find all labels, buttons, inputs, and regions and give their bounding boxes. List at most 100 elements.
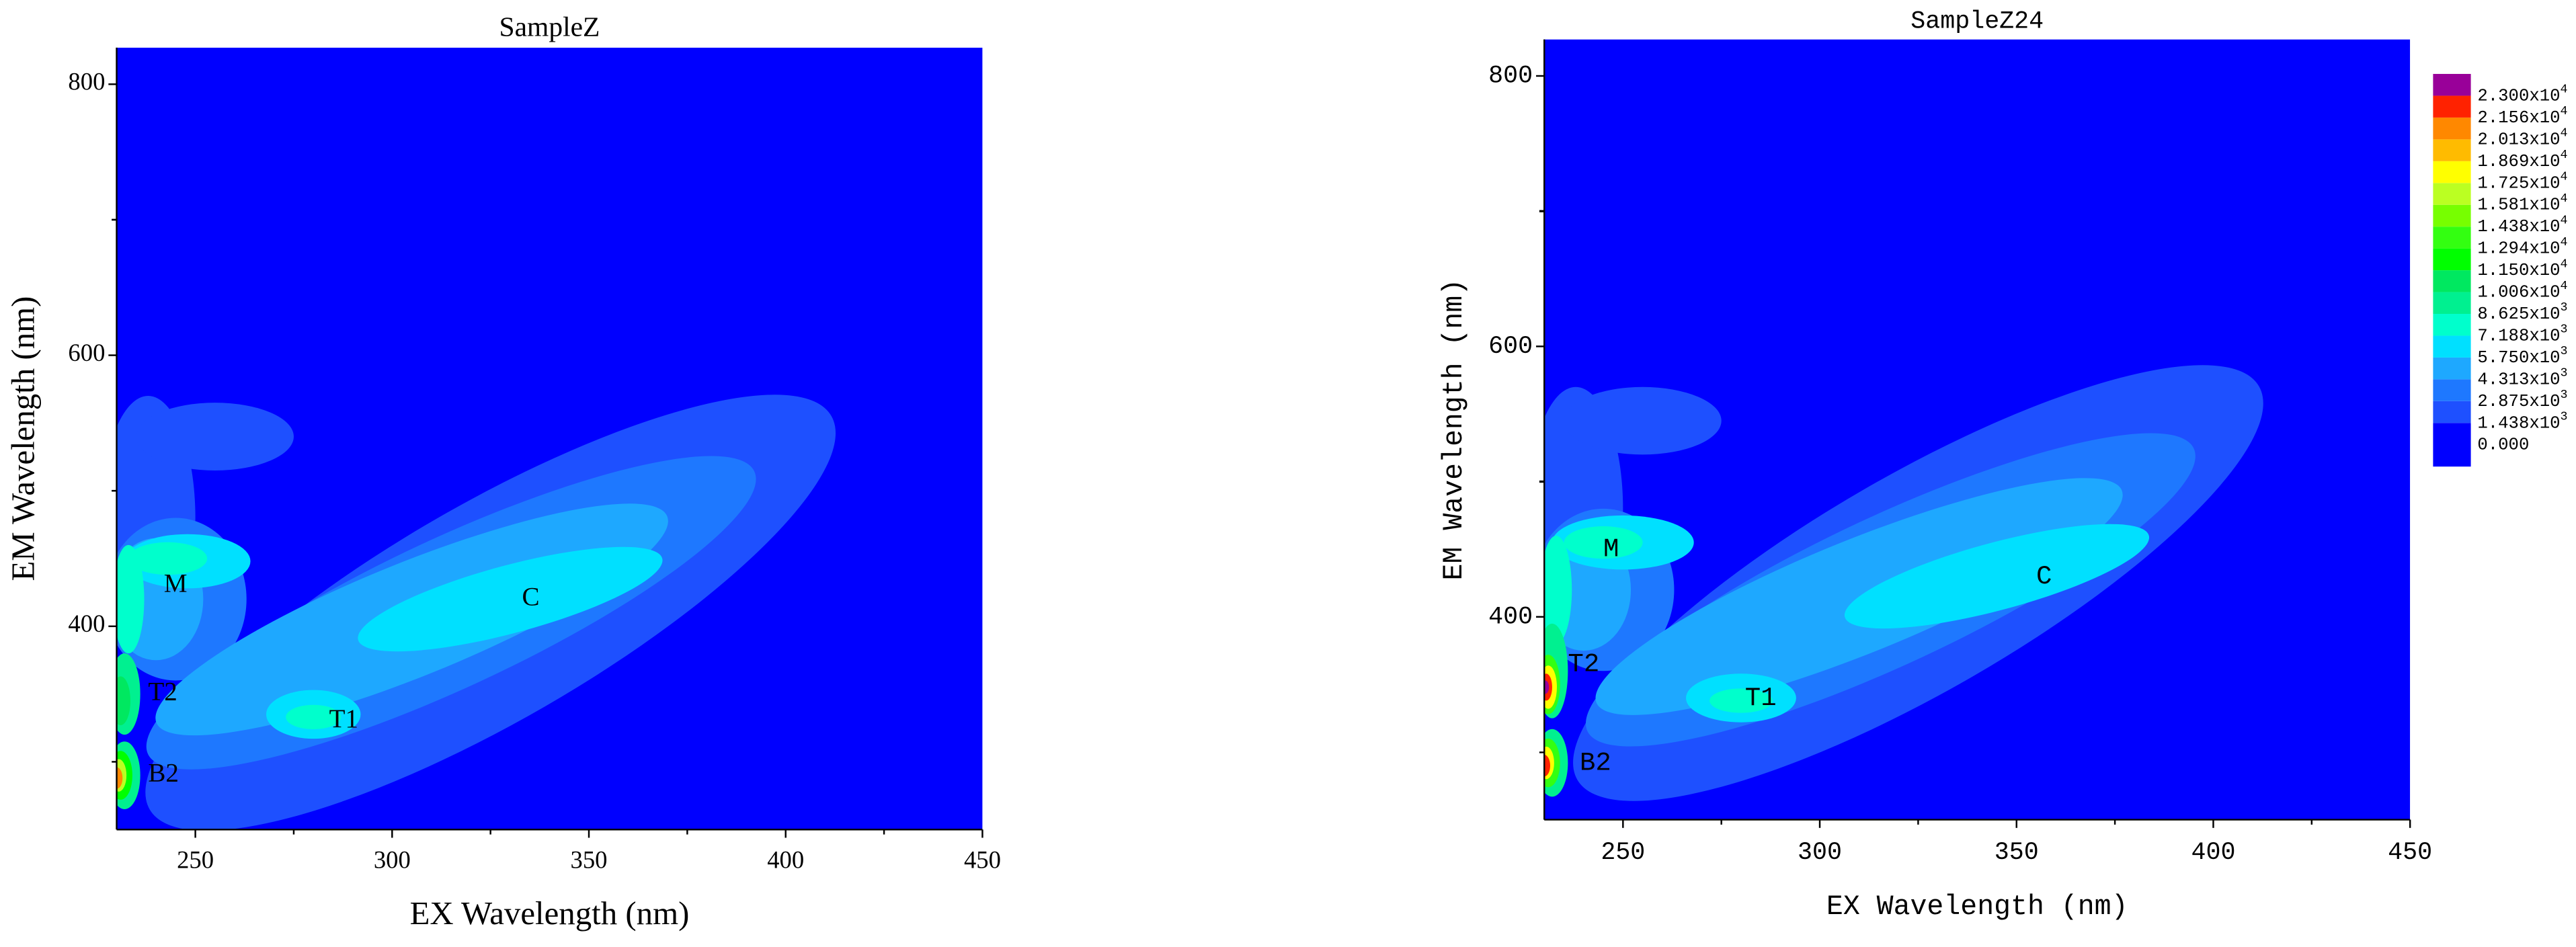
x-tick-label: 350 [1995,839,2039,867]
colorbar-swatch [2433,270,2471,292]
colorbar-label-text: 1.150x10 [2477,261,2560,280]
colorbar-swatch [2433,379,2471,401]
peak-label: T1 [329,704,358,733]
x-axis-label: EX Wavelength (nm) [410,895,690,932]
contour-fill [286,704,341,730]
colorbar-label-exponent: 4 [2561,83,2568,97]
colorbar-label-exponent: 4 [2561,126,2568,140]
colorbar-label: 1.869x104 [2477,148,2567,171]
x-tick-label: 250 [177,846,214,874]
colorbar-label-exponent: 4 [2561,104,2568,118]
colorbar-label-text: 4.313x10 [2477,370,2560,389]
colorbar-label-text: 1.006x10 [2477,282,2560,302]
peak-label: M [1603,534,1619,565]
colorbar-label-exponent: 3 [2561,409,2568,423]
colorbar-label-exponent: 4 [2561,235,2568,249]
colorbar-label: 8.625x103 [2477,300,2567,324]
plot-area [1544,39,2411,820]
x-tick-label: 300 [374,846,411,874]
colorbar-swatch [2433,401,2471,423]
y-tick-label: 600 [68,339,105,366]
colorbar-label: 7.188x103 [2477,323,2567,346]
colorbar-label-text: 1.869x10 [2477,152,2560,171]
colorbar-label-exponent: 3 [2561,344,2568,358]
colorbar-swatch [2433,335,2471,358]
colorbar-swatch [2433,248,2471,271]
contour-fill [1844,524,2150,629]
y-tick-label: 800 [68,68,105,95]
contour-fill [1544,680,1549,694]
contour-fill [1544,755,1551,777]
colorbar-swatch [2433,95,2471,118]
colorbar-label-text: 1.725x10 [2477,173,2560,193]
contour-fill [116,676,131,725]
x-tick-label: 300 [1798,839,1842,867]
colorbar-label-exponent: 3 [2561,323,2568,337]
colorbar-label: 5.750x103 [2477,344,2567,368]
colorbar-label: 1.438x103 [2477,409,2567,433]
colorbar-label-text: 7.188x10 [2477,326,2560,345]
colorbar-swatch [2433,183,2471,205]
colorbar-swatch [2433,204,2471,227]
peak-label: C [522,582,539,611]
x-tick-label: 250 [1601,839,1645,867]
contour-fill [1564,386,1722,455]
contour-fill [136,403,294,470]
x-tick-label: 450 [964,846,1001,874]
colorbar-label-text: 2.013x10 [2477,130,2560,149]
colorbar-label-exponent: 4 [2561,257,2568,271]
contour-fill [1709,688,1773,713]
colorbar-label: 1.150x104 [2477,257,2567,280]
colorbar-label: 1.006x104 [2477,279,2567,302]
colorbar-label-exponent: 4 [2561,169,2568,183]
contour-fill [128,542,208,575]
colorbar-swatch [2433,117,2471,140]
colorbar-label: 1.294x104 [2477,235,2567,259]
contour-fill [116,767,123,789]
y-axis-label: EM Wavelength (nm) [4,296,41,581]
colorbar-label-text: 1.438x10 [2477,413,2560,433]
x-tick-label: 350 [571,846,608,874]
colorbar-label: 1.725x104 [2477,169,2567,193]
colorbar-label-text: 2.875x10 [2477,392,2560,411]
colorbar-label: 0.000 [2477,436,2529,455]
colorbar-swatch [2433,73,2471,96]
peak-label: B2 [148,759,179,788]
peak-label: T2 [148,677,177,706]
y-axis-label: EM Wavelength (nm) [1439,279,1470,581]
colorbar-label-text: 2.300x10 [2477,86,2560,106]
colorbar-label-text: 0.000 [2477,436,2529,455]
colorbar-swatch [2433,161,2471,183]
colorbar-swatch [2433,227,2471,249]
colorbar-label-exponent: 4 [2561,192,2568,206]
colorbar-swatch [2433,292,2471,315]
chart-panel: SampleZ 250 300 350 400 450 400 600 800 EX Wavele… [4,11,1001,932]
colorbar-label: 2.156x104 [2477,104,2567,128]
colorbar-label-text: 1.438x10 [2477,217,2560,237]
colorbar-label-text: 1.294x10 [2477,239,2560,258]
colorbar-label-exponent: 4 [2561,148,2568,162]
colorbar-label-text: 2.156x10 [2477,108,2560,128]
peak-label: C [2036,561,2052,591]
contour-fill [358,546,663,652]
colorbar-label: 2.875x103 [2477,388,2567,411]
peak-label: B2 [1580,747,1611,778]
colorbar-label-text: 5.750x10 [2477,348,2560,368]
colorbar-label: 1.438x104 [2477,213,2567,237]
colorbar-swatch [2433,357,2471,380]
y-tick-label: 400 [68,610,105,637]
colorbar-label: 4.313x103 [2477,366,2567,389]
x-tick-label: 400 [2191,839,2235,867]
x-tick-label: 450 [2388,839,2432,867]
contour-fill [116,544,145,654]
peak-label: T1 [1745,683,1777,713]
colorbar-label-exponent: 3 [2561,366,2568,380]
chart-title: SampleZ24 [1910,7,2044,36]
peak-label: M [164,569,188,598]
y-tick-label: 600 [1488,333,1533,361]
colorbar-label-exponent: 4 [2561,213,2568,227]
y-tick-label: 400 [1488,603,1533,631]
x-axis-label: EX Wavelength (nm) [1826,891,2128,923]
y-tick-label: 800 [1488,63,1533,91]
